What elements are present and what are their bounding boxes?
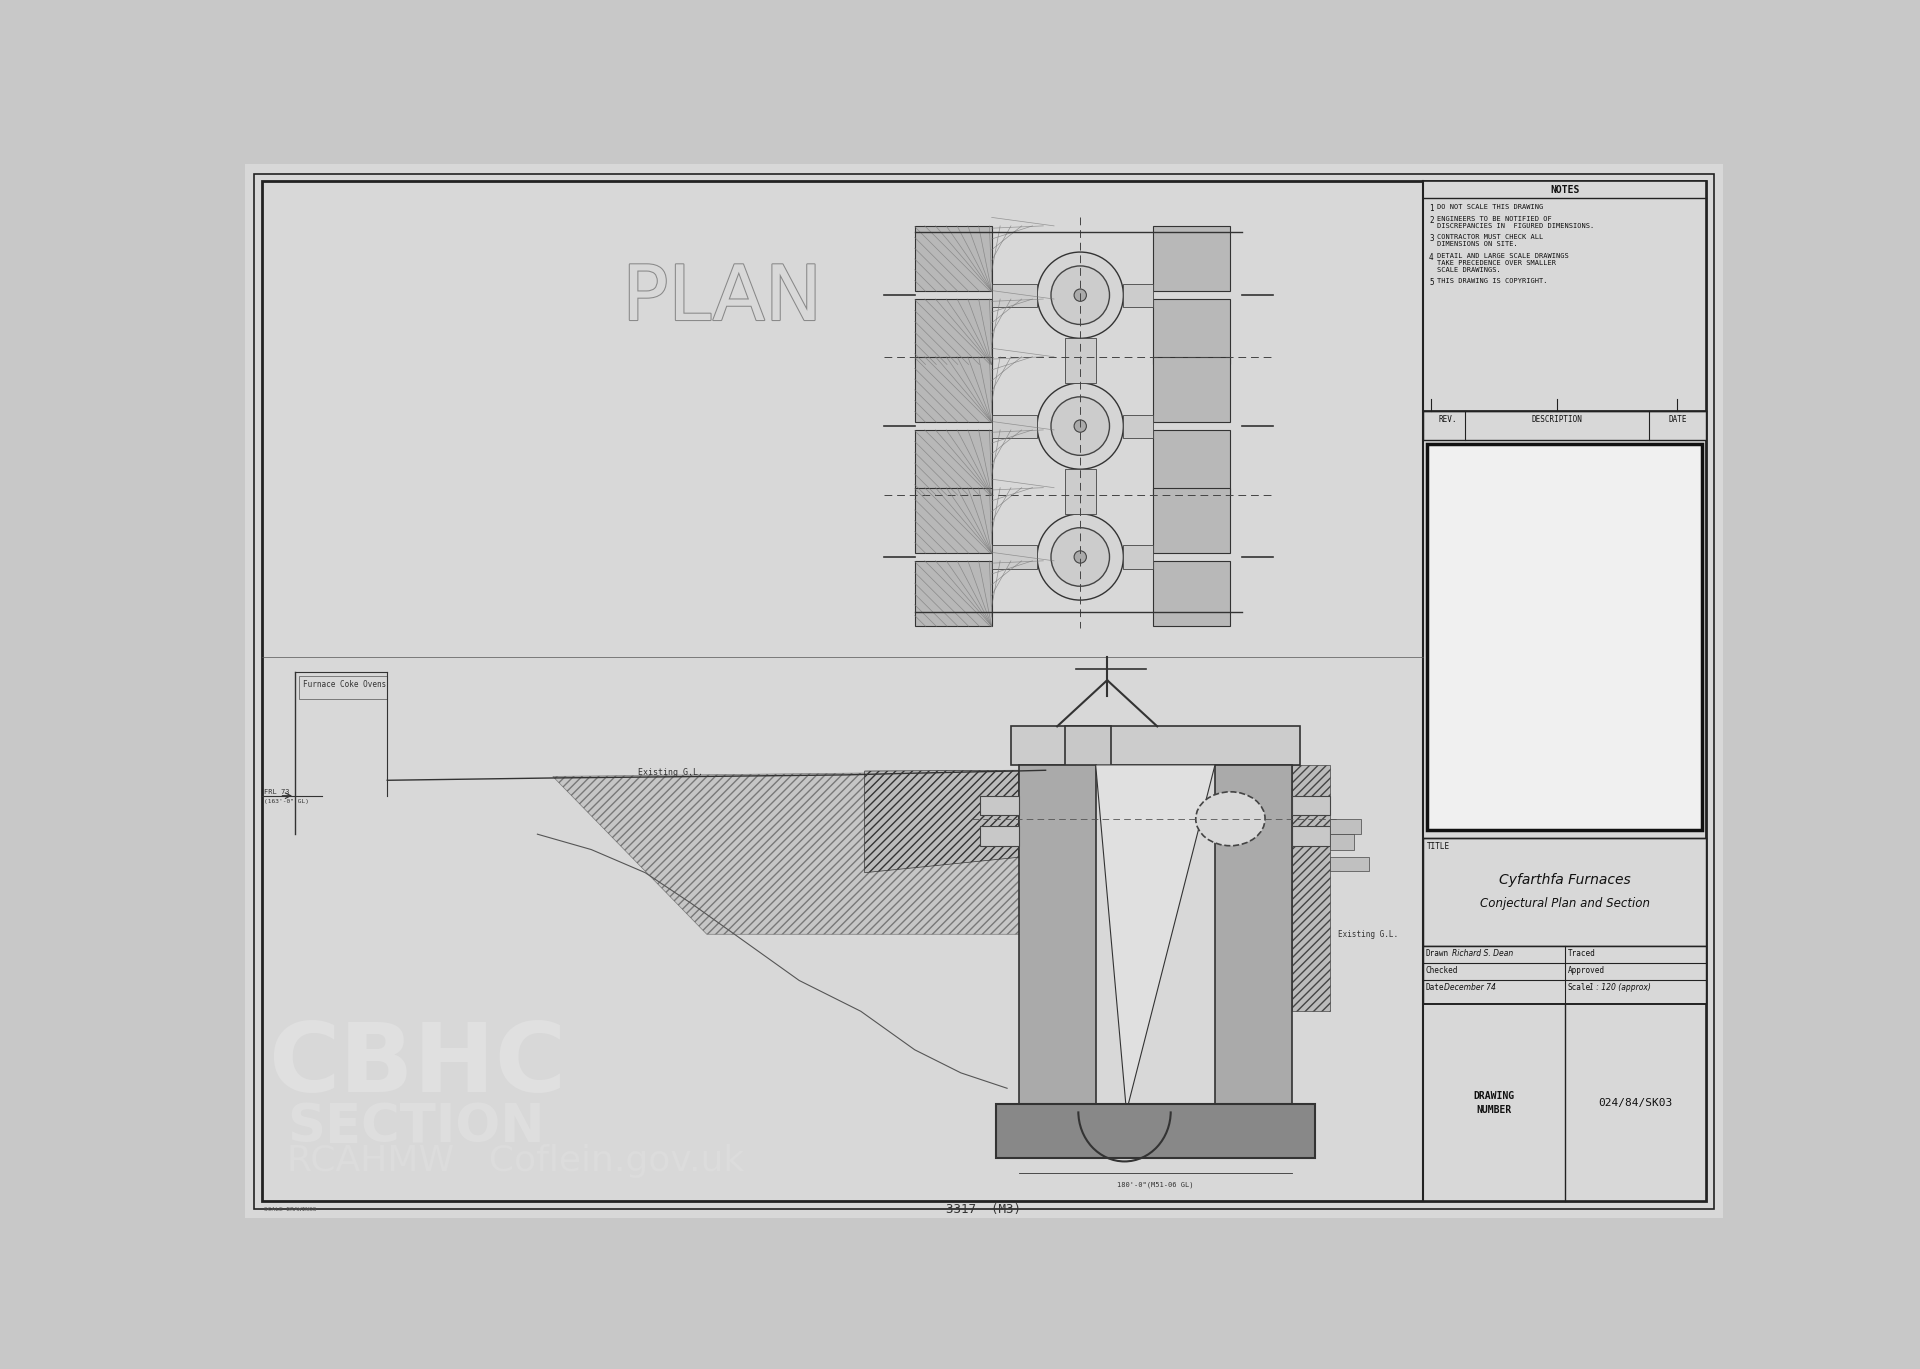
Text: 3: 3 (1428, 234, 1434, 244)
Text: ENGINEERS TO BE NOTIFIED OF: ENGINEERS TO BE NOTIFIED OF (1436, 216, 1551, 222)
Text: PLAN: PLAN (622, 261, 822, 335)
Polygon shape (1292, 765, 1331, 1012)
Circle shape (1037, 383, 1123, 470)
Bar (1123, 283, 1154, 307)
Text: 180'-0"(M51-06 GL): 180'-0"(M51-06 GL) (1117, 1181, 1194, 1188)
Bar (1123, 415, 1154, 438)
Bar (914, 357, 993, 422)
Bar (1331, 819, 1361, 834)
Bar (993, 283, 1037, 307)
Circle shape (1073, 289, 1087, 301)
Circle shape (1050, 397, 1110, 456)
Bar (914, 561, 993, 626)
Bar (979, 795, 1020, 815)
Circle shape (1037, 513, 1123, 600)
Bar (1066, 470, 1096, 513)
Circle shape (1073, 420, 1087, 433)
Bar (1331, 834, 1354, 850)
Text: 1 : 120 (approx): 1 : 120 (approx) (1590, 983, 1651, 991)
Text: Furnace Coke Ovens: Furnace Coke Ovens (303, 679, 386, 689)
Bar (914, 226, 993, 292)
Text: DETAIL AND LARGE SCALE DRAWINGS: DETAIL AND LARGE SCALE DRAWINGS (1436, 253, 1569, 259)
Polygon shape (553, 771, 1046, 934)
Circle shape (1050, 527, 1110, 586)
Text: 1: 1 (1428, 204, 1434, 214)
Polygon shape (1215, 765, 1292, 1112)
Bar (300, 676, 388, 700)
Bar (914, 487, 993, 553)
Bar (1292, 795, 1331, 815)
Bar (1423, 1003, 1707, 1202)
Bar (1154, 226, 1231, 292)
Text: (163'-0" GL): (163'-0" GL) (265, 798, 309, 804)
Text: REV.: REV. (1438, 415, 1457, 423)
Text: Date: Date (1427, 983, 1444, 991)
Text: 2: 2 (1428, 216, 1434, 225)
Bar (1331, 857, 1369, 871)
Bar (1123, 545, 1154, 568)
Text: SECTION: SECTION (288, 1101, 545, 1153)
Text: Traced: Traced (1567, 949, 1596, 958)
Text: RCAHMW   Coflein.gov.uk: RCAHMW Coflein.gov.uk (288, 1144, 745, 1179)
Circle shape (1037, 252, 1123, 338)
Circle shape (1050, 266, 1110, 324)
Text: Richard S. Dean: Richard S. Dean (1452, 949, 1513, 958)
Text: THIS DRAWING IS COPYRIGHT.: THIS DRAWING IS COPYRIGHT. (1436, 278, 1548, 285)
Text: Scale: Scale (1567, 983, 1592, 991)
Text: Existing G.L.: Existing G.L. (637, 768, 703, 778)
Bar (1154, 430, 1231, 496)
Text: Cyfarthfa Furnaces: Cyfarthfa Furnaces (1500, 873, 1630, 887)
Text: DISCREPANCIES IN  FIGURED DIMENSIONS.: DISCREPANCIES IN FIGURED DIMENSIONS. (1436, 223, 1594, 229)
Bar (979, 827, 1020, 846)
Polygon shape (1096, 765, 1215, 1112)
Text: Approved: Approved (1567, 967, 1605, 975)
Bar (993, 545, 1037, 568)
Bar (1427, 444, 1703, 831)
Text: DATE: DATE (1668, 415, 1686, 423)
Bar (1154, 298, 1231, 364)
Text: CONTRACTOR MUST CHECK ALL: CONTRACTOR MUST CHECK ALL (1436, 234, 1544, 241)
Bar (1154, 561, 1231, 626)
Bar (1423, 838, 1707, 946)
Text: TAKE PRECEDENCE OVER SMALLER: TAKE PRECEDENCE OVER SMALLER (1436, 260, 1555, 266)
Text: Drawn: Drawn (1427, 949, 1450, 958)
Bar (993, 415, 1037, 438)
Polygon shape (864, 771, 1020, 872)
Text: Checked: Checked (1427, 967, 1459, 975)
Bar (1423, 946, 1707, 1003)
Bar (1292, 827, 1331, 846)
Bar (996, 1103, 1315, 1158)
Text: DIMENSIONS ON SITE.: DIMENSIONS ON SITE. (1436, 241, 1517, 248)
Bar (1066, 727, 1112, 772)
Bar (914, 298, 993, 364)
Text: Existing G.L.: Existing G.L. (1338, 930, 1398, 939)
Text: TITLE: TITLE (1427, 842, 1450, 852)
Text: CBHC: CBHC (269, 1019, 566, 1112)
Text: SCALE DRAWINGS: SCALE DRAWINGS (265, 1207, 317, 1213)
Bar (1423, 411, 1707, 439)
Text: DO NOT SCALE THIS DRAWING: DO NOT SCALE THIS DRAWING (1436, 204, 1544, 211)
Circle shape (1073, 550, 1087, 563)
Bar (1423, 181, 1707, 411)
Text: Conjectural Plan and Section: Conjectural Plan and Section (1480, 897, 1649, 910)
Text: December 74: December 74 (1444, 983, 1496, 991)
Text: SCALE DRAWINGS.: SCALE DRAWINGS. (1436, 267, 1501, 272)
Text: NOTES: NOTES (1549, 185, 1580, 194)
Bar (914, 430, 993, 496)
Bar (1154, 487, 1231, 553)
Text: 4: 4 (1428, 253, 1434, 261)
Text: 3317  (M3): 3317 (M3) (947, 1203, 1021, 1217)
Bar (1154, 357, 1231, 422)
Text: 024/84/SK03: 024/84/SK03 (1597, 1098, 1672, 1108)
Text: FRL 73: FRL 73 (265, 789, 290, 795)
Bar (1066, 338, 1096, 383)
Text: DESCRIPTION: DESCRIPTION (1532, 415, 1582, 423)
Ellipse shape (1196, 791, 1265, 846)
Bar (1012, 727, 1300, 765)
Text: 5: 5 (1428, 278, 1434, 287)
Polygon shape (1020, 765, 1096, 1112)
Text: DRAWING
NUMBER: DRAWING NUMBER (1473, 1091, 1515, 1114)
